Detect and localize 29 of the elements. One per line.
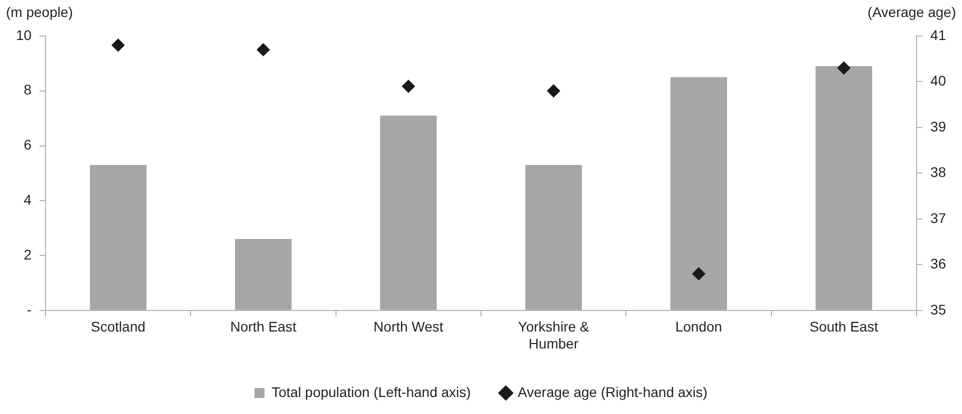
y2-tick-label: 40 xyxy=(930,72,946,89)
x-tick-label: North East xyxy=(230,318,296,335)
legend-label: Total population (Left-hand axis) xyxy=(272,384,471,400)
y-tick-label: 4 xyxy=(24,192,32,208)
point xyxy=(692,267,706,280)
y-tick-label: - xyxy=(26,301,32,318)
legend-label: Average age (Right-hand axis) xyxy=(518,384,708,400)
y2-tick-label: 35 xyxy=(930,301,946,318)
x-tick-label: North West xyxy=(374,318,444,335)
x-tick-label: Scotland xyxy=(90,318,146,335)
y2-tick-label: 41 xyxy=(930,26,946,43)
point xyxy=(837,62,850,75)
point xyxy=(402,80,415,93)
y-axis-title: (m people) xyxy=(6,4,73,20)
y-tick-label: 10 xyxy=(16,26,32,43)
x-tick-label: South East xyxy=(810,318,878,335)
y-tick-label: 8 xyxy=(24,82,32,98)
x-tick-label: London xyxy=(675,318,722,335)
y-tick-label: 6 xyxy=(24,136,32,153)
y2-tick-label: 38 xyxy=(930,164,946,180)
y2-tick-label: 37 xyxy=(930,210,946,226)
point xyxy=(547,84,560,98)
y2-tick-label: 36 xyxy=(930,256,946,272)
y-tick-label: 2 xyxy=(24,246,32,262)
point xyxy=(112,38,125,52)
y2-tick-label: 39 xyxy=(930,118,946,134)
point xyxy=(256,43,270,56)
x-tick-label: Yorkshire & Humber xyxy=(518,318,590,352)
y2-axis-title: (Average age) xyxy=(868,4,956,20)
